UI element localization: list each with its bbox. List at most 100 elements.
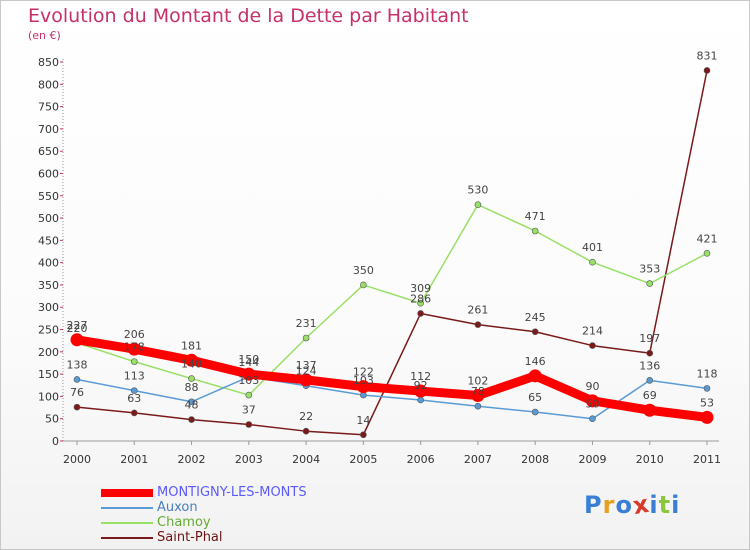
proxiti-logo: Proxiti bbox=[584, 489, 681, 521]
data-point bbox=[474, 402, 482, 410]
x-tick-label: 2003 bbox=[235, 453, 263, 466]
y-tick-label: 200 bbox=[38, 346, 59, 359]
data-label: 286 bbox=[410, 292, 431, 305]
data-label: 178 bbox=[124, 341, 145, 354]
data-label: 102 bbox=[467, 375, 488, 388]
y-tick-label: 600 bbox=[38, 167, 59, 180]
y-tick-label: 150 bbox=[38, 368, 59, 381]
x-tick-label: 2009 bbox=[578, 453, 606, 466]
y-tick-label: 800 bbox=[38, 78, 59, 91]
data-point bbox=[589, 415, 596, 423]
y-tick-label: 650 bbox=[38, 145, 59, 158]
data-label: 350 bbox=[353, 264, 374, 277]
data-point bbox=[188, 398, 195, 406]
data-label: 92 bbox=[414, 379, 428, 392]
series-line-montigny-les-monts bbox=[72, 335, 712, 422]
y-tick-label: 400 bbox=[38, 257, 59, 270]
data-point bbox=[127, 342, 141, 356]
data-point bbox=[188, 375, 195, 382]
data-label: 144 bbox=[238, 356, 259, 369]
y-tick-label: 700 bbox=[38, 123, 59, 136]
legend-label: Auxon bbox=[157, 500, 198, 515]
data-label: 48 bbox=[185, 399, 199, 412]
y-tick-label: 750 bbox=[38, 101, 59, 114]
data-point bbox=[531, 328, 539, 336]
data-label: 37 bbox=[242, 404, 256, 417]
x-tick-label: 2005 bbox=[349, 453, 377, 466]
legend-label: MONTIGNY-LES-MONTS bbox=[157, 485, 307, 500]
data-point bbox=[360, 281, 367, 289]
x-tick-label: 2008 bbox=[521, 453, 549, 466]
x-tick-label: 2007 bbox=[464, 453, 492, 466]
data-point bbox=[245, 391, 253, 399]
data-point bbox=[188, 416, 195, 423]
data-point bbox=[531, 408, 539, 416]
data-label: 220 bbox=[67, 322, 88, 335]
chart-subtitle: (en €) bbox=[28, 29, 61, 42]
data-point bbox=[589, 342, 596, 349]
data-label: 181 bbox=[181, 339, 202, 352]
data-label: 113 bbox=[124, 370, 145, 383]
data-label: 112 bbox=[410, 370, 431, 383]
data-point bbox=[242, 367, 256, 381]
data-label: 146 bbox=[525, 355, 546, 368]
data-point bbox=[130, 358, 138, 365]
data-label: 261 bbox=[467, 304, 488, 317]
x-tick-label: 2002 bbox=[178, 453, 206, 466]
data-point bbox=[700, 410, 714, 424]
x-tick-label: 2010 bbox=[636, 453, 664, 466]
data-label: 530 bbox=[467, 184, 488, 197]
legend-item: Chamoy bbox=[101, 515, 307, 530]
y-tick-label: 0 bbox=[52, 435, 59, 448]
data-label: 76 bbox=[70, 386, 84, 399]
data-point bbox=[646, 349, 654, 357]
data-point bbox=[531, 227, 539, 235]
data-point bbox=[185, 353, 199, 367]
data-point bbox=[646, 377, 654, 384]
y-tick-label: 300 bbox=[38, 301, 59, 314]
data-point bbox=[414, 384, 428, 398]
legend-swatch bbox=[101, 536, 153, 539]
data-label: 150 bbox=[238, 353, 259, 366]
data-label: 137 bbox=[296, 359, 317, 372]
data-label: 471 bbox=[525, 210, 546, 223]
x-tick-label: 2004 bbox=[292, 453, 320, 466]
data-point bbox=[646, 280, 654, 287]
data-point bbox=[417, 396, 424, 404]
data-point bbox=[360, 431, 367, 439]
data-label: 103 bbox=[353, 374, 374, 387]
data-point bbox=[703, 385, 711, 392]
data-point bbox=[471, 389, 485, 403]
data-label: 103 bbox=[238, 374, 259, 387]
data-point bbox=[130, 387, 138, 394]
data-label: 88 bbox=[185, 381, 199, 394]
legend-swatch bbox=[101, 506, 153, 509]
y-tick-label: 850 bbox=[38, 56, 59, 69]
data-point bbox=[73, 376, 81, 383]
data-point bbox=[703, 67, 711, 74]
legend-item: MONTIGNY-LES-MONTS bbox=[101, 485, 307, 500]
y-tick-label: 100 bbox=[38, 390, 59, 403]
data-point bbox=[70, 333, 84, 347]
data-label: 214 bbox=[582, 325, 603, 338]
legend-item: Saint-Phal bbox=[101, 530, 307, 545]
data-label: 63 bbox=[127, 392, 141, 405]
data-label: 231 bbox=[296, 317, 317, 330]
data-label: 309 bbox=[410, 282, 431, 295]
series-line-chamoy bbox=[76, 203, 708, 396]
y-tick-label: 250 bbox=[38, 324, 59, 337]
data-label: 69 bbox=[643, 389, 657, 402]
legend-label: Saint-Phal bbox=[157, 530, 223, 545]
data-label: 78 bbox=[471, 385, 485, 398]
x-tick-label: 2000 bbox=[63, 453, 91, 466]
data-label: 124 bbox=[296, 365, 317, 378]
data-label: 245 bbox=[525, 311, 546, 324]
series-line-saint-phal bbox=[76, 69, 708, 436]
data-point bbox=[302, 427, 310, 435]
data-label: 14 bbox=[356, 414, 370, 427]
data-label: 421 bbox=[697, 232, 718, 245]
data-label: 90 bbox=[585, 380, 599, 393]
legend-item: Auxon bbox=[101, 500, 307, 515]
data-label: 53 bbox=[700, 396, 714, 409]
